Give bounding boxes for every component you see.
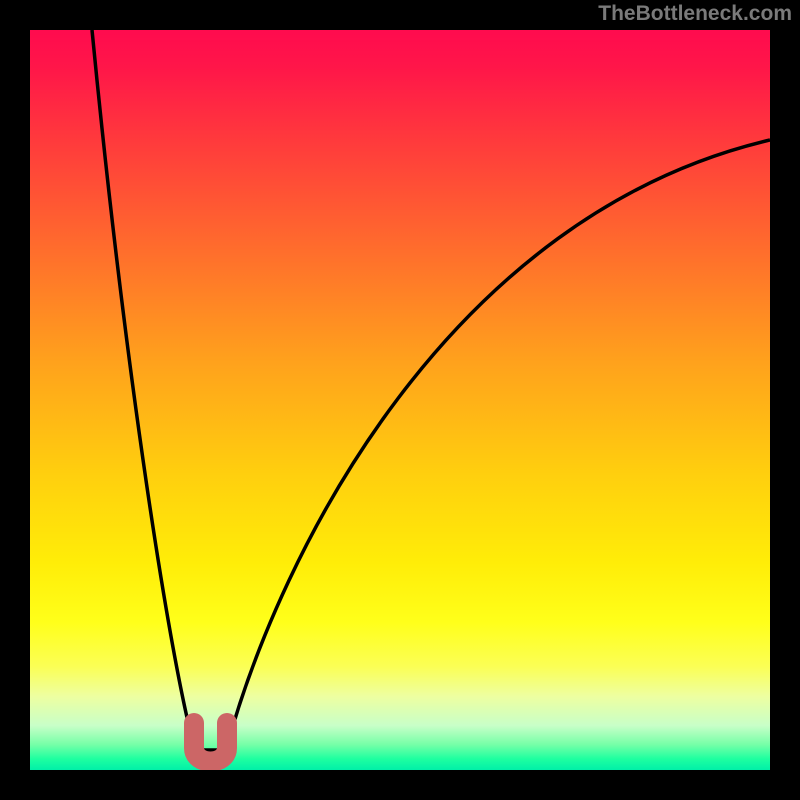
watermark-text: TheBottleneck.com: [598, 2, 792, 26]
u-overlay-path: [194, 723, 227, 762]
curve-path: [92, 30, 770, 750]
chart-container: TheBottleneck.com: [0, 0, 800, 800]
bottleneck-curve: [30, 30, 770, 770]
plot-area: [30, 30, 770, 770]
